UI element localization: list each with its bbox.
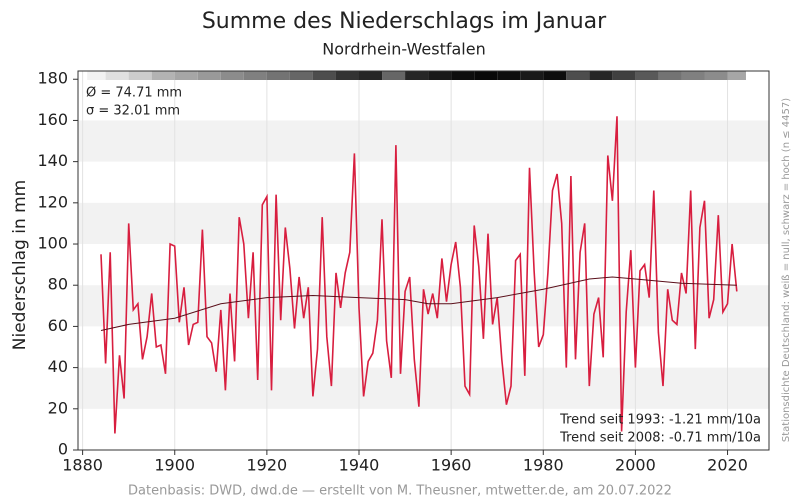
density-cell: [335, 71, 360, 80]
y-tick-label: 180: [37, 69, 68, 88]
density-cell: [128, 71, 152, 80]
x-tick-label: 2020: [707, 456, 748, 475]
plot-frame: [77, 70, 770, 451]
density-cell: [197, 71, 221, 80]
stat-annotation: Ø = 74.71 mm: [86, 86, 182, 101]
density-cell: [151, 71, 175, 80]
trend-line: [100, 276, 737, 331]
density-cell: [612, 71, 636, 80]
x-tick-label: 1920: [247, 456, 288, 475]
density-cell: [428, 71, 452, 80]
density-cell: [243, 71, 267, 80]
y-tick-label: 60: [48, 316, 68, 335]
x-tick-label: 1880: [62, 456, 103, 475]
y-tick-label: 20: [48, 398, 68, 417]
density-cell: [105, 71, 129, 80]
density-cell: [87, 71, 106, 80]
density-cell: [566, 71, 590, 80]
y-axis-label: Niederschlag in mm: [10, 180, 30, 350]
data-line: [100, 116, 738, 434]
density-cell: [359, 71, 383, 80]
x-tick-label: 2000: [615, 456, 656, 475]
density-cell: [704, 71, 728, 80]
y-tick-label: 40: [48, 357, 68, 376]
density-cell: [405, 71, 429, 80]
density-cell: [474, 71, 498, 80]
chart-title: Summe des Niederschlags im Januar: [202, 9, 607, 34]
trend-note: Trend seit 2008: -0.71 mm/10a: [559, 431, 761, 446]
x-tick-label: 1960: [431, 456, 472, 475]
grid-band: [78, 367, 769, 409]
density-cell: [589, 71, 613, 80]
density-cell: [312, 71, 336, 80]
density-cell: [174, 71, 198, 80]
density-cell: [451, 71, 475, 80]
y-tick-label: 140: [37, 151, 68, 170]
stat-annotation: σ = 32.01 mm: [86, 104, 180, 119]
density-note: Stationsdichte Deutschland: weiß = null,…: [781, 98, 792, 442]
y-tick-label: 100: [37, 234, 68, 253]
density-cell: [266, 71, 290, 80]
trend-note: Trend seit 1993: -1.21 mm/10a: [559, 413, 761, 428]
grid-band: [78, 120, 769, 162]
density-cell: [220, 71, 244, 80]
density-cell: [727, 71, 746, 80]
density-cell: [635, 71, 659, 80]
density-cell: [497, 71, 521, 80]
y-tick-label: 0: [58, 440, 68, 459]
x-tick-label: 1980: [523, 456, 564, 475]
density-cell: [543, 71, 567, 80]
y-tick-label: 160: [37, 110, 68, 129]
grid-band: [78, 202, 769, 245]
chart-subtitle: Nordrhein-Westfalen: [322, 40, 485, 59]
density-cell: [520, 71, 544, 80]
x-tick-label: 1900: [154, 456, 195, 475]
density-cell: [289, 71, 313, 80]
x-tick-label: 1940: [339, 456, 380, 475]
density-cell: [658, 71, 682, 80]
density-cell: [382, 71, 406, 80]
footer: Datenbasis: DWD, dwd.de — erstellt von M…: [128, 484, 672, 499]
y-tick-label: 80: [48, 275, 68, 294]
y-tick-label: 120: [37, 192, 68, 211]
density-cell: [681, 71, 705, 80]
